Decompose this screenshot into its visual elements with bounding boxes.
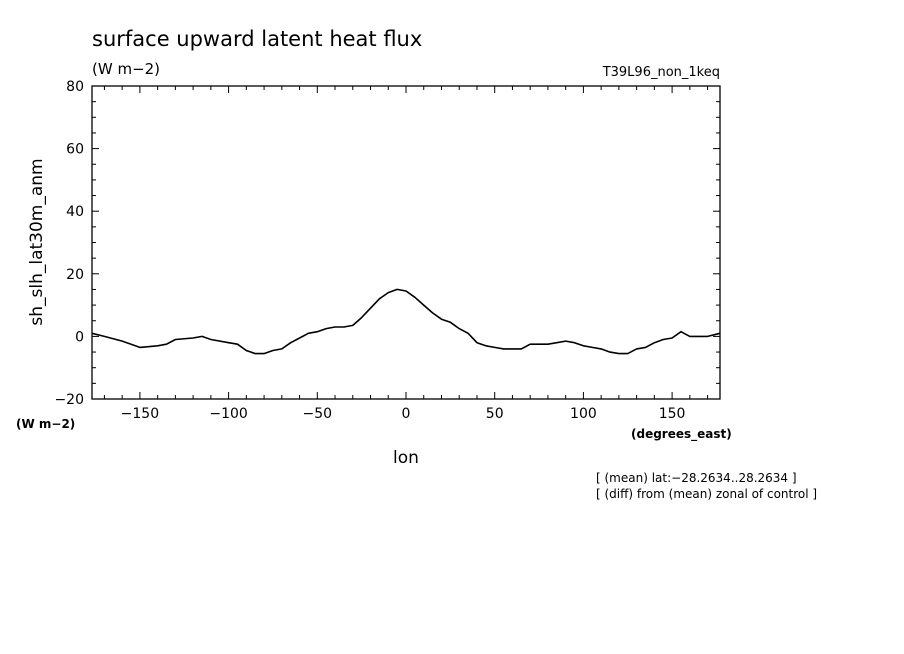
y-tick-label: 0 bbox=[75, 329, 84, 345]
x-axis-units: (degrees_east) bbox=[631, 427, 732, 442]
x-tick-label: 0 bbox=[402, 406, 411, 422]
note-diff-control: [ (diff) from (mean) zonal of control ] bbox=[596, 487, 817, 501]
x-tick-label: 50 bbox=[486, 406, 504, 422]
note-lat-range: [ (mean) lat:−28.2634..28.2634 ] bbox=[596, 471, 797, 485]
y-axis-units: (W m−2) bbox=[16, 417, 75, 431]
y-tick-label: 20 bbox=[66, 267, 84, 283]
x-axis-label: lon bbox=[393, 448, 419, 468]
x-tick-label: −50 bbox=[303, 406, 333, 422]
experiment-label: T39L96_non_1keq bbox=[602, 65, 720, 80]
x-tick-label: 100 bbox=[570, 406, 597, 422]
y-tick-labels: −20 0 20 40 60 80 bbox=[54, 79, 84, 408]
chart-title: surface upward latent heat flux bbox=[92, 27, 422, 51]
y-tick-label: 60 bbox=[66, 142, 84, 158]
x-tick-label: 150 bbox=[659, 406, 686, 422]
y-tick-label: 80 bbox=[66, 79, 84, 95]
y-tick-label: −20 bbox=[54, 392, 84, 408]
axis-ticks bbox=[92, 85, 720, 400]
series-line bbox=[91, 288, 721, 355]
x-tick-label: −150 bbox=[121, 406, 159, 422]
title-units: (W m−2) bbox=[92, 60, 160, 78]
y-tick-label: 40 bbox=[66, 204, 84, 220]
plot-frame bbox=[91, 85, 721, 400]
x-tick-label: −100 bbox=[209, 406, 247, 422]
y-axis-label: sh_slh_lat30m_anm bbox=[27, 158, 47, 325]
x-tick-labels: −150 −100 −50 0 50 100 150 bbox=[121, 406, 686, 422]
